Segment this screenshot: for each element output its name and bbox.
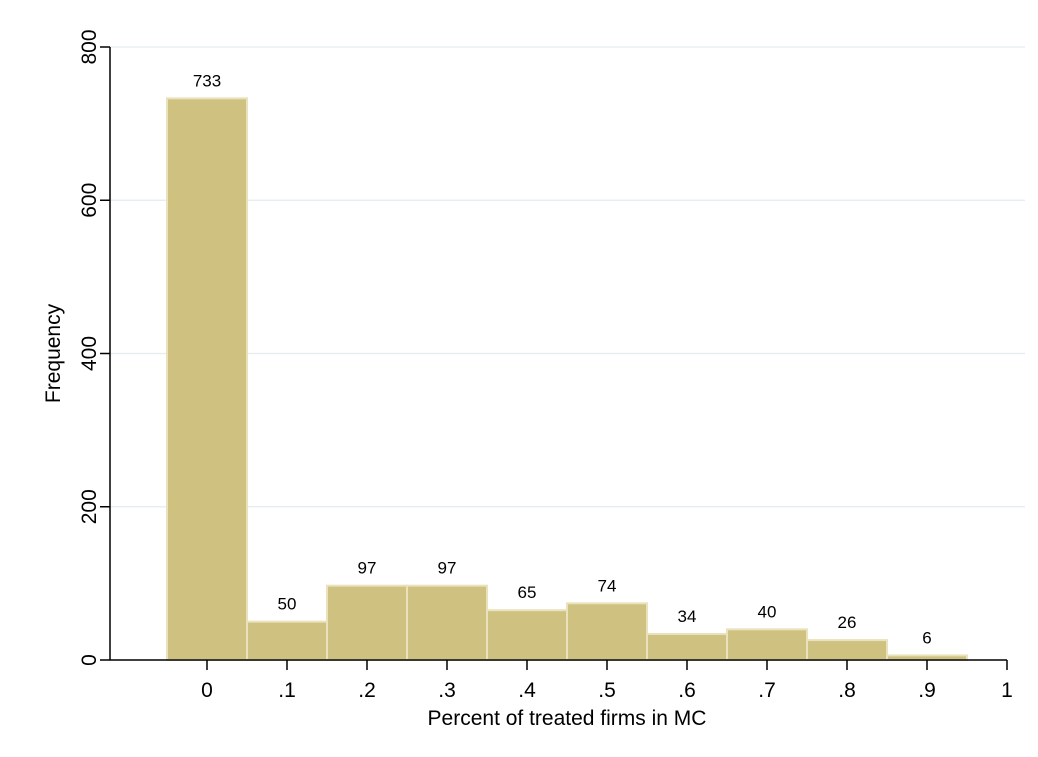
data-label-.7: 40 xyxy=(758,602,777,621)
x-tick-label-1: 1 xyxy=(1001,679,1013,702)
bar-.8 xyxy=(806,639,888,662)
data-label-0: 733 xyxy=(193,71,221,90)
data-label-.5: 74 xyxy=(598,576,617,595)
data-label-.6: 34 xyxy=(678,607,697,626)
x-tick-label-.9: .9 xyxy=(918,679,936,702)
data-label-.8: 26 xyxy=(838,613,857,632)
x-tick-label-0: 0 xyxy=(201,679,213,702)
y-tick-label-200: 200 xyxy=(78,489,101,524)
x-tick-label-.2: .2 xyxy=(358,679,376,702)
data-label-.2: 97 xyxy=(358,559,377,578)
y-axis-title: Frequency xyxy=(42,303,65,403)
bar-.4 xyxy=(486,609,568,661)
x-axis-title: Percent of treated firms in MC xyxy=(428,707,707,730)
y-axis-ticks: 0 200 400 600 800 xyxy=(78,29,110,666)
bar-.1 xyxy=(246,620,328,661)
y-tick-label-800: 800 xyxy=(78,29,101,64)
bar-.6 xyxy=(646,632,728,662)
data-label-.3: 97 xyxy=(438,559,457,578)
bar-.3 xyxy=(406,584,488,662)
x-tick-label-.6: .6 xyxy=(678,679,696,702)
x-tick-label-.7: .7 xyxy=(758,679,776,702)
bar-.5 xyxy=(566,602,648,661)
data-label-.4: 65 xyxy=(518,583,537,602)
x-tick-label-.1: .1 xyxy=(278,679,296,702)
x-tick-label-.3: .3 xyxy=(438,679,456,702)
y-tick-label-400: 400 xyxy=(78,336,101,371)
x-tick-label-.5: .5 xyxy=(598,679,616,702)
x-tick-label-.4: .4 xyxy=(518,679,536,702)
bars xyxy=(166,97,968,662)
bar-.7 xyxy=(726,628,808,661)
data-label-.1: 50 xyxy=(278,595,297,614)
data-labels: 733 50 97 97 65 74 34 40 26 6 xyxy=(193,71,932,647)
y-tick-label-600: 600 xyxy=(78,183,101,218)
x-tick-label-.8: .8 xyxy=(838,679,856,702)
x-axis-ticks: 0 .1 .2 .3 .4 .5 .6 .7 .8 .9 1 xyxy=(201,660,1013,702)
data-label-.9: 6 xyxy=(922,628,931,647)
y-tick-label-0: 0 xyxy=(78,654,101,666)
bar-0 xyxy=(166,97,248,662)
gridlines xyxy=(110,46,1025,508)
bar-.2 xyxy=(326,584,408,662)
